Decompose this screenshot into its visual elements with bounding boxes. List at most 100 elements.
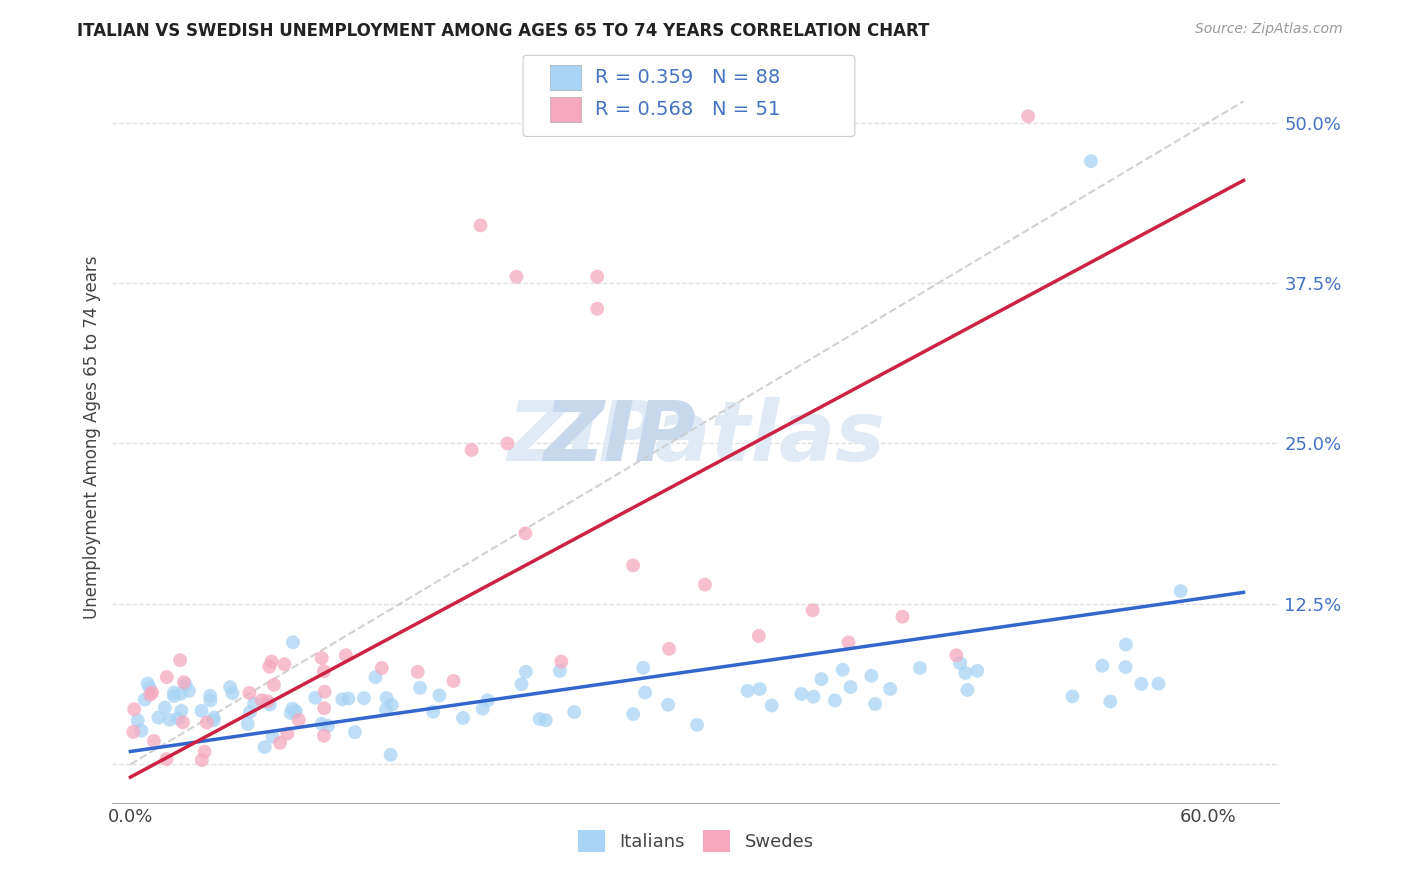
Point xyxy=(470,219,492,233)
Point xyxy=(1115,638,1137,652)
Point xyxy=(138,681,160,695)
Point xyxy=(281,635,304,649)
Point xyxy=(510,677,533,691)
Point xyxy=(364,670,387,684)
Point xyxy=(534,713,557,727)
Point xyxy=(505,269,527,284)
Point xyxy=(1017,109,1039,123)
Point xyxy=(824,693,846,707)
Point xyxy=(529,712,551,726)
Point xyxy=(312,729,335,743)
Point xyxy=(236,717,259,731)
Point xyxy=(496,436,519,450)
Point xyxy=(166,711,188,725)
Point xyxy=(219,680,242,694)
Text: R = 0.568   N = 51: R = 0.568 N = 51 xyxy=(595,100,780,120)
Point xyxy=(311,716,333,731)
Point xyxy=(409,681,432,695)
Point xyxy=(737,683,759,698)
Point xyxy=(159,713,181,727)
Point xyxy=(195,715,218,730)
Point xyxy=(863,697,886,711)
Point xyxy=(1091,658,1114,673)
Point xyxy=(451,711,474,725)
Point xyxy=(956,682,979,697)
Point xyxy=(1115,660,1137,674)
Point xyxy=(253,740,276,755)
Legend: Italians, Swedes: Italians, Swedes xyxy=(571,823,821,860)
Point xyxy=(280,706,302,721)
Point xyxy=(330,692,353,706)
Point xyxy=(136,676,159,690)
Point xyxy=(262,730,284,744)
Point xyxy=(122,702,145,716)
Point xyxy=(122,724,145,739)
Point xyxy=(288,713,311,727)
Point xyxy=(693,577,716,591)
Point xyxy=(156,670,179,684)
Point xyxy=(260,655,283,669)
Point xyxy=(256,694,278,708)
Point xyxy=(1170,584,1192,599)
Point xyxy=(471,702,494,716)
Point xyxy=(1147,676,1170,690)
Point xyxy=(371,661,394,675)
Point xyxy=(562,705,585,719)
Point xyxy=(908,661,931,675)
Point xyxy=(443,673,465,688)
Point xyxy=(281,701,304,715)
Point xyxy=(343,725,366,739)
Point xyxy=(761,698,783,713)
Point xyxy=(173,675,195,690)
Point xyxy=(335,648,357,663)
Point xyxy=(172,715,194,730)
Point xyxy=(239,705,262,719)
Point xyxy=(586,269,609,284)
Point xyxy=(312,665,335,679)
Point xyxy=(548,664,571,678)
Point xyxy=(515,526,537,541)
Point xyxy=(163,689,186,703)
Point xyxy=(276,726,298,740)
Point xyxy=(311,651,333,665)
Point xyxy=(139,688,162,702)
Point xyxy=(375,691,398,706)
Point xyxy=(134,692,156,706)
Point xyxy=(221,686,243,700)
Point xyxy=(269,736,291,750)
Point xyxy=(621,558,644,573)
Point xyxy=(163,686,186,700)
Point xyxy=(190,704,212,718)
Point xyxy=(838,635,860,649)
Point xyxy=(879,681,901,696)
Point xyxy=(686,718,709,732)
Point xyxy=(259,698,281,712)
Point xyxy=(131,723,153,738)
Point xyxy=(477,693,499,707)
Point xyxy=(174,677,197,691)
Point xyxy=(202,710,225,724)
Point xyxy=(955,665,977,680)
Point xyxy=(148,710,170,724)
Point xyxy=(1080,154,1102,169)
Point xyxy=(170,687,193,701)
Text: ZIP: ZIP xyxy=(543,397,696,477)
Point xyxy=(381,698,404,712)
Point xyxy=(375,702,398,716)
Point xyxy=(860,669,883,683)
Point xyxy=(337,691,360,706)
Point xyxy=(142,734,165,748)
Point xyxy=(801,603,824,617)
Point xyxy=(422,705,444,719)
Point xyxy=(515,665,537,679)
Point xyxy=(314,701,336,715)
Point xyxy=(127,714,149,728)
Point xyxy=(831,663,853,677)
Point xyxy=(634,685,657,699)
Point xyxy=(633,661,655,675)
Point xyxy=(316,719,339,733)
Point xyxy=(169,653,191,667)
Point xyxy=(194,745,217,759)
Point xyxy=(284,705,307,719)
Point xyxy=(406,665,429,679)
